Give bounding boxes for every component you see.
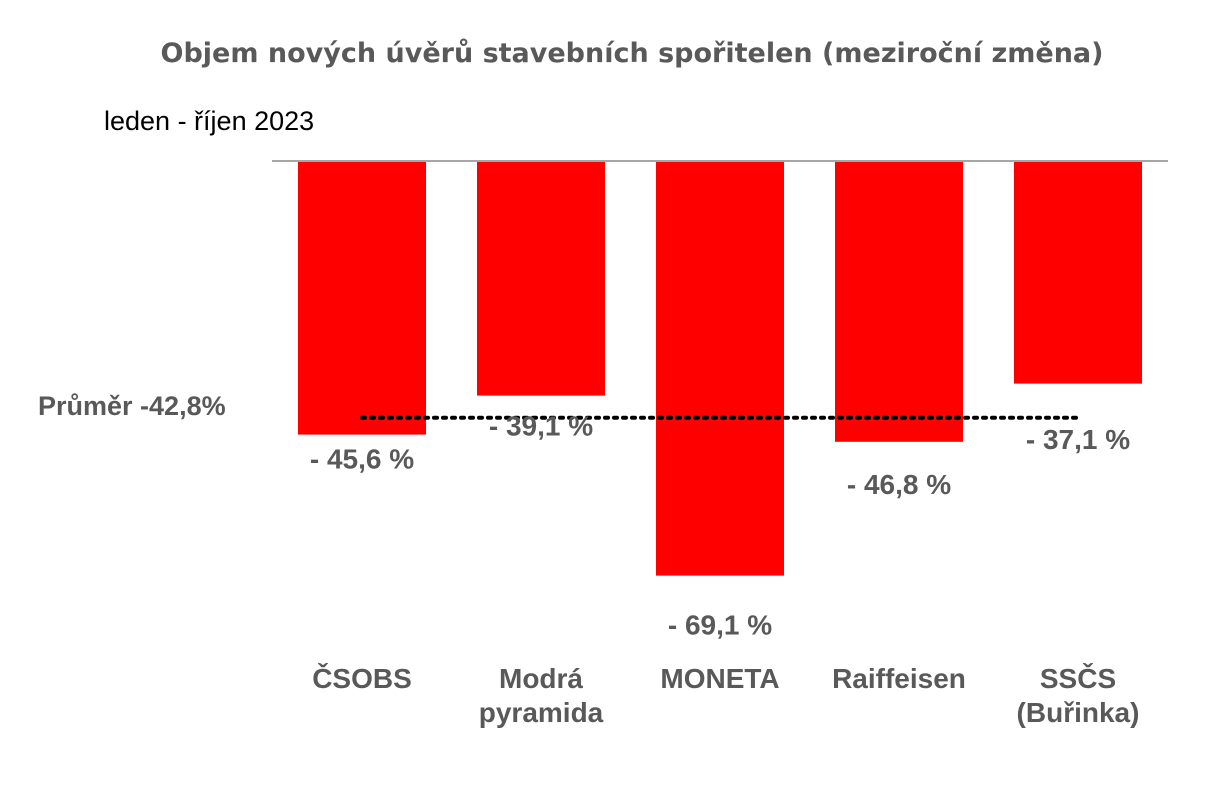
category-label-5-line-2: (Buřinka) xyxy=(1017,697,1140,728)
data-label-4: - 46,8 % xyxy=(847,469,951,500)
bars-group xyxy=(298,161,1142,576)
bar-4 xyxy=(835,161,963,442)
bar-3 xyxy=(656,161,784,576)
data-labels-group: - 45,6 % - 39,1 % - 69,1 % - 46,8 % - 37,1 % xyxy=(310,411,1130,641)
data-label-2: - 39,1 % xyxy=(489,411,593,442)
chart-title: Objem nových úvěrů stavebních spořitelen… xyxy=(161,38,1104,69)
data-label-5: - 37,1 % xyxy=(1026,424,1130,455)
bar-5 xyxy=(1014,161,1142,384)
data-label-3: - 69,1 % xyxy=(668,610,772,641)
category-label-1: ČSOBS xyxy=(312,662,412,694)
category-label-5-line-1: SSČS xyxy=(1040,662,1116,694)
data-label-1: - 45,6 % xyxy=(310,444,414,475)
category-label-2-line-1: Modrá xyxy=(499,663,583,694)
average-label: Průměr -42,8% xyxy=(38,391,226,421)
chart-subtitle: leden - říjen 2023 xyxy=(104,106,314,136)
bar-1 xyxy=(298,161,426,435)
category-label-3: MONETA xyxy=(660,663,779,694)
bar-2 xyxy=(477,161,605,396)
category-label-2-line-2: pyramida xyxy=(479,697,604,728)
category-label-4: Raiffeisen xyxy=(832,663,966,694)
